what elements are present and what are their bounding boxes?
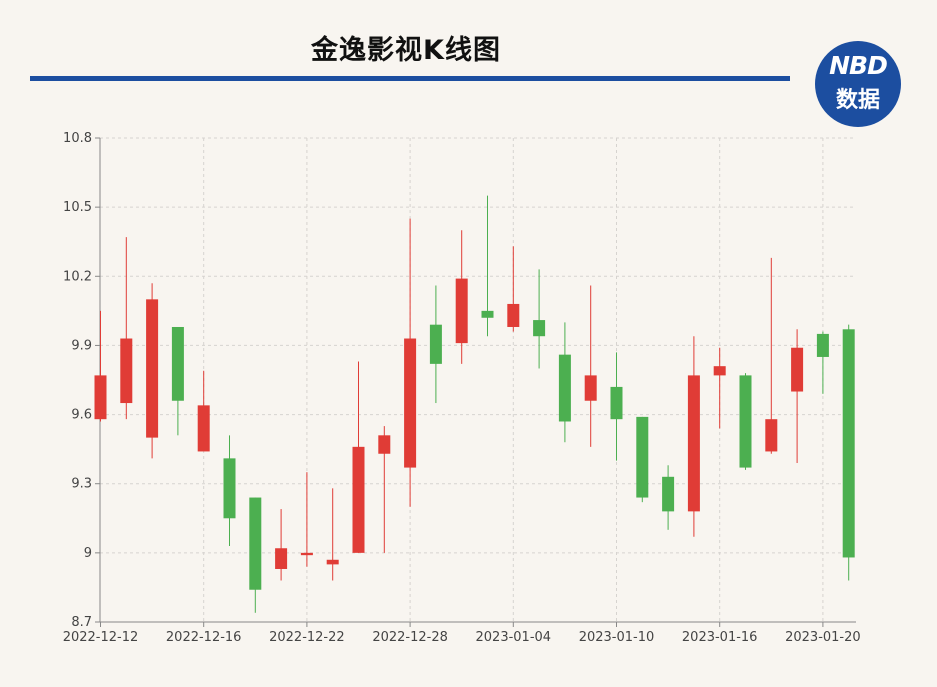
candle-body: [429, 324, 442, 364]
candle: [636, 416, 649, 503]
candle: [662, 465, 675, 530]
candle-body: [713, 366, 726, 376]
candle: [558, 322, 571, 443]
candle-body: [507, 303, 520, 327]
candle: [507, 246, 520, 332]
candle: [584, 285, 597, 447]
logo-text-bottom: 数据: [835, 88, 880, 113]
x-tick-label: 2023-01-16: [682, 630, 758, 645]
candle: [429, 285, 442, 404]
candle-body: [326, 559, 339, 565]
candle-body: [687, 375, 700, 512]
candle-body: [533, 320, 546, 337]
chart-tick-labels: 8.7 9 9.3 9.6 9.9 10.2 10.5 10.8 2022-12-12 2022-…: [63, 131, 861, 645]
candle: [739, 373, 752, 470]
candle: [223, 435, 236, 546]
candle-body: [816, 333, 829, 357]
title-underline: [30, 76, 790, 81]
candle-body: [300, 552, 313, 556]
x-tick-label: 2023-01-04: [476, 630, 552, 645]
y-tick-label: 10.8: [63, 131, 92, 146]
chart-title: 金逸影视K线图: [311, 35, 501, 66]
candle-body: [791, 347, 804, 392]
candle: [352, 361, 365, 553]
candle-body: [765, 419, 778, 452]
candle-body: [352, 446, 365, 553]
candle: [791, 329, 804, 463]
candle-body: [120, 338, 133, 404]
candle-body: [197, 405, 210, 452]
candle: [120, 237, 133, 420]
candle-body: [249, 497, 262, 590]
candle: [326, 488, 339, 581]
candle-body: [481, 310, 494, 318]
candle: [275, 509, 288, 581]
x-tick-label: 2022-12-16: [166, 630, 242, 645]
candle: [300, 472, 313, 567]
x-tick-label: 2023-01-10: [579, 630, 655, 645]
candle-body: [584, 375, 597, 401]
candle-body: [275, 548, 288, 569]
candle: [765, 257, 778, 454]
candle: [249, 497, 262, 613]
candle-body: [223, 458, 236, 519]
candle: [171, 326, 184, 436]
nbd-logo: NBD 数据: [815, 41, 901, 127]
candle-body: [404, 338, 417, 468]
x-tick-label: 2023-01-20: [785, 630, 861, 645]
x-tick-label: 2022-12-22: [269, 630, 345, 645]
candle-body: [636, 416, 649, 498]
candle-body: [94, 375, 107, 420]
y-tick-label: 9.9: [71, 338, 92, 353]
candle-body: [662, 476, 675, 512]
candle: [610, 352, 623, 461]
candle: [146, 283, 159, 459]
candle: [94, 310, 107, 422]
candle: [378, 426, 391, 553]
y-tick-label: 9: [84, 546, 92, 561]
candle: [816, 331, 829, 394]
candle-body: [842, 329, 855, 558]
candle-body: [455, 278, 468, 344]
candle: [842, 324, 855, 581]
candle-body: [171, 326, 184, 401]
x-tick-label: 2022-12-28: [372, 630, 448, 645]
candle: [713, 347, 726, 429]
candle-body: [378, 435, 391, 454]
chart-candles: [94, 195, 855, 613]
logo-text-top: NBD: [829, 51, 888, 80]
candle-body: [558, 354, 571, 422]
candle: [533, 269, 546, 369]
y-tick-label: 9.6: [71, 408, 92, 423]
candle: [455, 230, 468, 364]
candle: [404, 218, 417, 507]
y-tick-label: 9.3: [71, 477, 92, 492]
y-tick-label: 10.5: [63, 200, 92, 215]
candle-body: [610, 386, 623, 420]
candle: [687, 336, 700, 537]
x-tick-label: 2022-12-12: [63, 630, 139, 645]
candle-body: [739, 375, 752, 468]
y-tick-label: 8.7: [71, 615, 92, 630]
y-tick-label: 10.2: [63, 269, 92, 284]
candle-body: [146, 299, 159, 438]
candle: [481, 195, 494, 337]
candle: [197, 370, 210, 452]
